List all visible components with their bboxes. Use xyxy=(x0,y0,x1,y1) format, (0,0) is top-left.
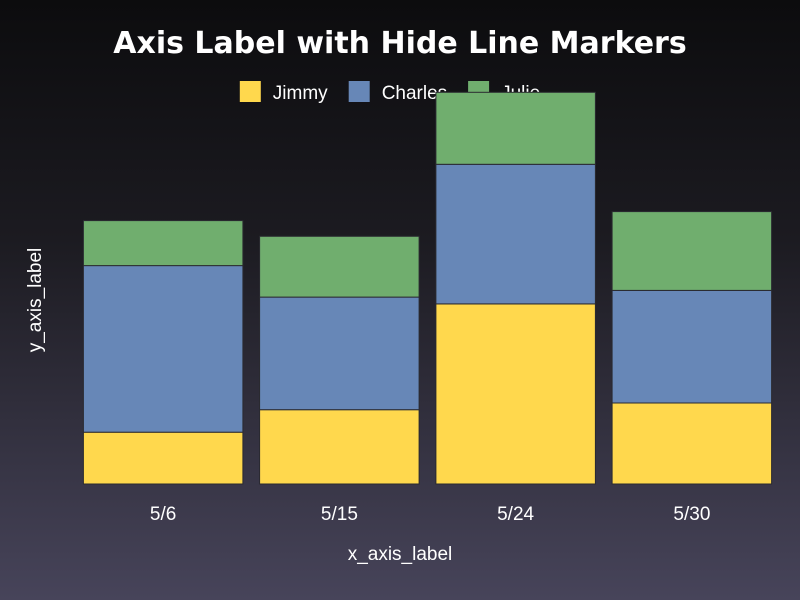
bar-julie-3 xyxy=(435,91,596,165)
bar-jimmy-3 xyxy=(435,303,596,485)
legend-label: Jimmy xyxy=(273,83,328,104)
bar-jimmy-2 xyxy=(259,409,420,485)
x-axis-ticks: 5/6 5/15 5/24 5/30 xyxy=(150,504,711,525)
bar-jimmy-4 xyxy=(611,402,773,485)
bar-jimmy-1 xyxy=(82,431,244,485)
chart-title: Axis Label with Hide Line Markers xyxy=(113,26,686,61)
bar-julie-1 xyxy=(82,220,244,267)
bar-julie-4 xyxy=(611,211,773,291)
legend-item-charles: Charles xyxy=(348,81,447,104)
x-tick-label: 5/6 xyxy=(150,504,176,525)
x-tick-label: 5/30 xyxy=(673,504,710,525)
legend-label: Charles xyxy=(382,83,447,104)
x-tick-label: 5/24 xyxy=(497,504,534,525)
legend-item-jimmy: Jimmy xyxy=(239,81,328,104)
x-axis-label: x_axis_label xyxy=(348,544,453,565)
legend-swatch xyxy=(348,81,370,102)
x-tick-label: 5/15 xyxy=(321,504,358,525)
plot-area xyxy=(82,91,773,485)
bar-charles-1 xyxy=(82,265,244,433)
bar-charles-4 xyxy=(611,289,773,404)
bar-charles-3 xyxy=(435,163,596,305)
bar-charles-2 xyxy=(259,296,420,411)
legend-swatch xyxy=(239,81,261,102)
y-axis-label: y_axis_label xyxy=(25,248,46,353)
bar-julie-2 xyxy=(259,235,420,298)
